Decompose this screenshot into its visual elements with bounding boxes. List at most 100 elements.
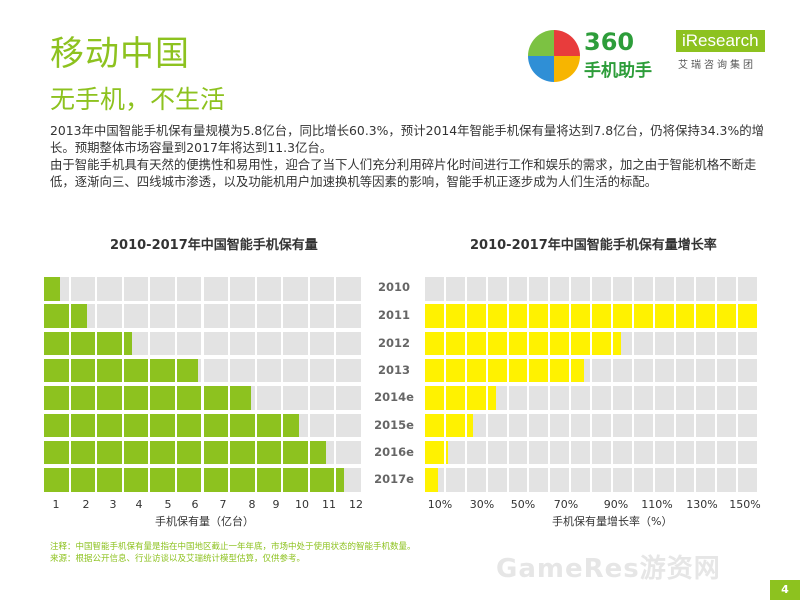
grid-cell [571,413,590,437]
grid-cell [675,468,695,492]
grid-cell [336,331,361,356]
grid-cell [633,440,653,465]
grid-cell [256,331,282,356]
grid-cell [654,413,674,437]
bar-ownership-2016e [70,440,96,465]
left-x-tick: 7 [219,498,227,511]
grid-cell [738,386,757,410]
bar-growth-2011 [654,304,674,328]
grid-cell [487,468,507,492]
bar-ownership-2017e [230,468,255,492]
bar-ownership-2017e [336,468,345,492]
bar-growth-2013 [508,358,528,383]
grid-cell [466,468,486,492]
grid-cell [633,386,653,410]
gameres-watermark: GameRes游资网 [496,554,721,584]
bar-ownership-2013 [44,358,69,383]
bar-growth-2014e [487,386,496,410]
bar-ownership-2015e [256,413,282,437]
bar-ownership-2016e [97,440,122,465]
grid-cell [696,358,716,383]
right-x-tick: 10% [427,498,453,511]
grid-cell [675,413,695,437]
left-x-tick: 4 [135,498,143,511]
360-logo-number: 360 [584,28,635,56]
bar-ownership-2017e [283,468,308,492]
grid-cell [717,386,737,410]
bar-growth-2011 [717,304,737,328]
left-x-tick: 10 [295,498,309,511]
grid-cell [696,440,716,465]
grid-cell [654,358,674,383]
bar-growth-2014e [425,386,444,410]
grid-cell [466,440,486,465]
bar-ownership-2015e [123,413,149,437]
grid-cell [230,277,255,301]
left-x-tick: 12 [349,498,363,511]
bar-growth-2011 [487,304,507,328]
bar-growth-2011 [696,304,716,328]
grid-cell [256,386,282,410]
grid-cell [529,386,549,410]
grid-cell [309,386,335,410]
left-x-tick: 3 [109,498,117,511]
right-x-tick: 90% [603,498,629,511]
bar-ownership-2012 [44,331,69,356]
grid-cell [150,304,175,328]
year-label: 2016e [374,444,414,459]
bar-ownership-2014e [203,386,229,410]
bar-growth-2011 [529,304,549,328]
bar-ownership-2013 [150,358,175,383]
left-x-tick: 1 [52,498,60,511]
grid-cell [612,468,632,492]
grid-cell [487,277,507,301]
bar-growth-2012 [445,331,465,356]
bar-growth-2017e [425,468,438,492]
grid-cell [336,386,361,410]
grid-cell [654,277,674,301]
grid-cell [717,277,737,301]
grid-cell [529,413,549,437]
grid-cell [508,277,528,301]
grid-cell [696,386,716,410]
grid-cell [529,440,549,465]
body-paragraph: 2013年中国智能手机保有量规模为5.8亿台，同比增长60.3%，预计2014年… [50,123,764,155]
grid-cell [612,277,632,301]
bar-ownership-2014e [230,386,252,410]
grid-cell [675,386,695,410]
year-label: 2013 [377,362,410,377]
bar-growth-2011 [445,304,465,328]
right-x-axis-label: 手机保有量增长率（%） [552,515,673,528]
page-number: 4 [770,580,800,600]
iresearch-logo: iResearch 艾瑞咨询集团 [676,30,776,71]
grid-cell [738,277,757,301]
grid-cell [230,304,255,328]
grid-cell [696,277,716,301]
grid-cell [612,440,632,465]
page-subtitle: 无手机，不生活 [50,85,226,114]
grid-cell [633,277,653,301]
grid-cell [97,277,122,301]
bar-growth-2011 [550,304,570,328]
grid-cell [696,331,716,356]
grid-cell [571,277,590,301]
bar-growth-2016e [425,440,444,465]
grid-cell [336,413,361,437]
right-x-tick: 50% [510,498,536,511]
bar-growth-2015e [445,413,465,437]
bar-ownership-2015e [203,413,229,437]
bar-growth-2015e [425,413,444,437]
bar-ownership-2017e [256,468,282,492]
bar-ownership-2014e [150,386,175,410]
grid-cell [675,277,695,301]
bar-growth-2011 [592,304,611,328]
grid-cell [550,386,570,410]
bar-ownership-2015e [97,413,122,437]
bar-ownership-2017e [44,468,69,492]
bar-ownership-2013 [123,358,149,383]
bar-growth-2013 [487,358,507,383]
grid-cell [336,358,361,383]
grid-cell [123,277,149,301]
bar-growth-2013 [571,358,584,383]
